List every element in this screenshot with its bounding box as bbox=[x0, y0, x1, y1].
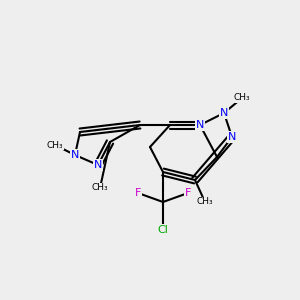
Text: CH₃: CH₃ bbox=[92, 184, 108, 193]
Text: N: N bbox=[220, 108, 228, 118]
Text: CH₃: CH₃ bbox=[197, 197, 213, 206]
Text: N: N bbox=[94, 160, 102, 170]
Text: F: F bbox=[135, 188, 141, 198]
Text: F: F bbox=[185, 188, 191, 198]
Text: Cl: Cl bbox=[158, 225, 168, 235]
Text: N: N bbox=[196, 120, 204, 130]
Text: CH₃: CH₃ bbox=[234, 94, 250, 103]
Text: N: N bbox=[228, 132, 236, 142]
Text: N: N bbox=[71, 150, 79, 160]
Text: CH₃: CH₃ bbox=[47, 140, 63, 149]
